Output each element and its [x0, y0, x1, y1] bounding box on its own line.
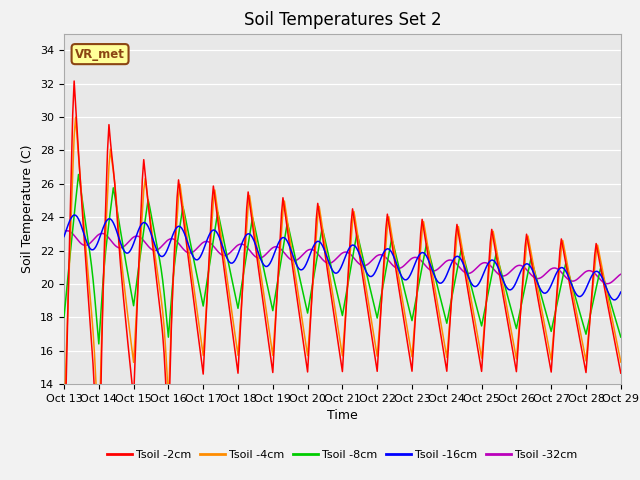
Y-axis label: Soil Temperature (C): Soil Temperature (C) [22, 144, 35, 273]
Text: VR_met: VR_met [75, 48, 125, 60]
Title: Soil Temperatures Set 2: Soil Temperatures Set 2 [244, 11, 441, 29]
X-axis label: Time: Time [327, 409, 358, 422]
Legend: Tsoil -2cm, Tsoil -4cm, Tsoil -8cm, Tsoil -16cm, Tsoil -32cm: Tsoil -2cm, Tsoil -4cm, Tsoil -8cm, Tsoi… [103, 445, 582, 465]
